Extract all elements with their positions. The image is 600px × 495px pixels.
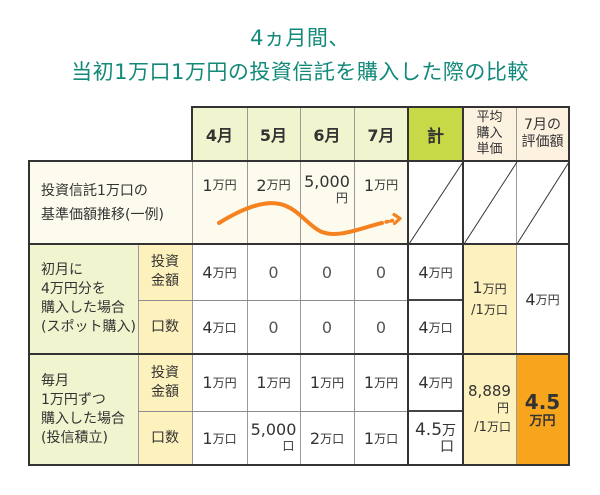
grid-line [568,106,570,466]
spot-july-valuation: 4 万円 [516,244,569,354]
spot-units-april: 4 万口 [192,300,247,354]
header-avg-line-2: 購入 [476,126,503,141]
nav-label-line-2: 基準価額推移(一例) [41,206,164,223]
tsumitate-amount-july: 1 万円 [354,354,408,411]
spot-units-july: 0 [354,300,408,354]
spot-amount-april: 4 万円 [192,244,247,300]
nav-value-april: 1 万円 [192,161,247,244]
spot-row-label: 初月に 4万円分を 購入した場合 (スポット購入) [29,244,138,354]
tsumitate-avg-unit-price: 8,889 円 /1万口 [463,354,516,465]
tsumitate-amount-may: 1 万円 [247,354,300,411]
title-line-1: 4ヵ月間、 [250,26,350,50]
spot-total-units: 4 万口 [408,300,463,354]
tsumitate-amount-june: 1 万円 [300,354,354,411]
header-avg-unit-price: 平均 購入 単価 [463,107,516,161]
header-month-july: 7月 [354,107,408,161]
spot-label-line-4: (スポット購入) [41,319,136,335]
tsumitate-label-line-4: (投信積立) [41,429,108,446]
spot-amount-june: 0 [300,244,354,300]
grid-line [408,410,463,412]
spot-label-line-3: 購入した場合 [41,300,125,316]
grid-line [191,106,193,162]
tsumitate-amount-label: 投資 金額 [138,354,192,411]
grid-line [138,411,463,412]
grid-line [354,107,355,465]
spot-avg-unit-price: 1万円 /1万口 [463,244,516,354]
nav-total-empty [408,161,463,244]
tsumitate-amount-april: 1 万円 [192,354,247,411]
header-valuation-line-1: 7月の [524,117,561,133]
spot-label-line-1: 初月に [41,262,83,278]
tsumitate-label-line-1: 毎月 [41,372,69,389]
spot-units-may: 0 [247,300,300,354]
tsumitate-label-line-3: 購入した場合 [41,410,125,427]
spot-total-amount: 4 万円 [408,244,463,300]
header-avg-line-1: 平均 [476,110,503,125]
grid-line [407,106,409,466]
tsumitate-label-line-2: 1万円ずつ [41,391,106,408]
tsumitate-units-may: 5,000 口 [247,411,300,465]
grid-line [516,107,517,465]
header-month-june: 6月 [300,107,354,161]
grid-line [192,161,193,465]
grid-line [408,299,463,301]
spot-units-june: 0 [300,300,354,354]
tsumitate-total-amount: 4 万円 [408,354,463,411]
grid-line [300,107,301,465]
header-avg-line-3: 単価 [476,142,503,157]
spot-units-label: 口数 [138,300,192,354]
grid-line [28,353,570,355]
grid-line [28,160,570,162]
tsumitate-row-label: 毎月 1万円ずつ 購入した場合 (投信積立) [29,354,138,465]
header-month-april: 4月 [192,107,247,161]
grid-line [462,106,464,466]
nav-value-july: 1 万円 [354,161,408,244]
grid-line [191,106,570,108]
nav-row-label: 投資信託1万口の 基準価額推移(一例) [29,161,192,244]
grid-line [28,464,570,466]
nav-value-may: 2 万円 [247,161,300,244]
header-month-may: 5月 [247,107,300,161]
grid-line [247,107,248,465]
nav-label-line-1: 投資信託1万口の [41,182,148,199]
header-valuation-line-2: 評価額 [521,134,564,150]
grid-line [28,243,570,245]
tsumitate-total-units: 4.5万 口 [408,411,463,465]
header-july-valuation: 7月の 評価額 [516,107,569,161]
grid-line [138,300,463,301]
tsumitate-units-july: 1 万口 [354,411,408,465]
tsumitate-units-label: 口数 [138,411,192,465]
nav-valuation-empty [516,161,569,244]
title-line-2: 当初1万口1万円の投資信託を購入した際の比較 [71,60,529,84]
tsumitate-units-april: 1 万口 [192,411,247,465]
grid-line [28,160,30,466]
nav-value-june: 5,000 円 [300,161,354,244]
spot-label-line-2: 4万円分を [41,281,106,297]
tsumitate-units-june: 2 万口 [300,411,354,465]
spot-amount-july: 0 [354,244,408,300]
spot-amount-label: 投資 金額 [138,244,192,300]
tsumitate-july-valuation-highlight: 4.5 万円 [516,354,569,465]
nav-avg-empty [463,161,516,244]
spot-amount-may: 0 [247,244,300,300]
header-total: 計 [408,107,463,161]
